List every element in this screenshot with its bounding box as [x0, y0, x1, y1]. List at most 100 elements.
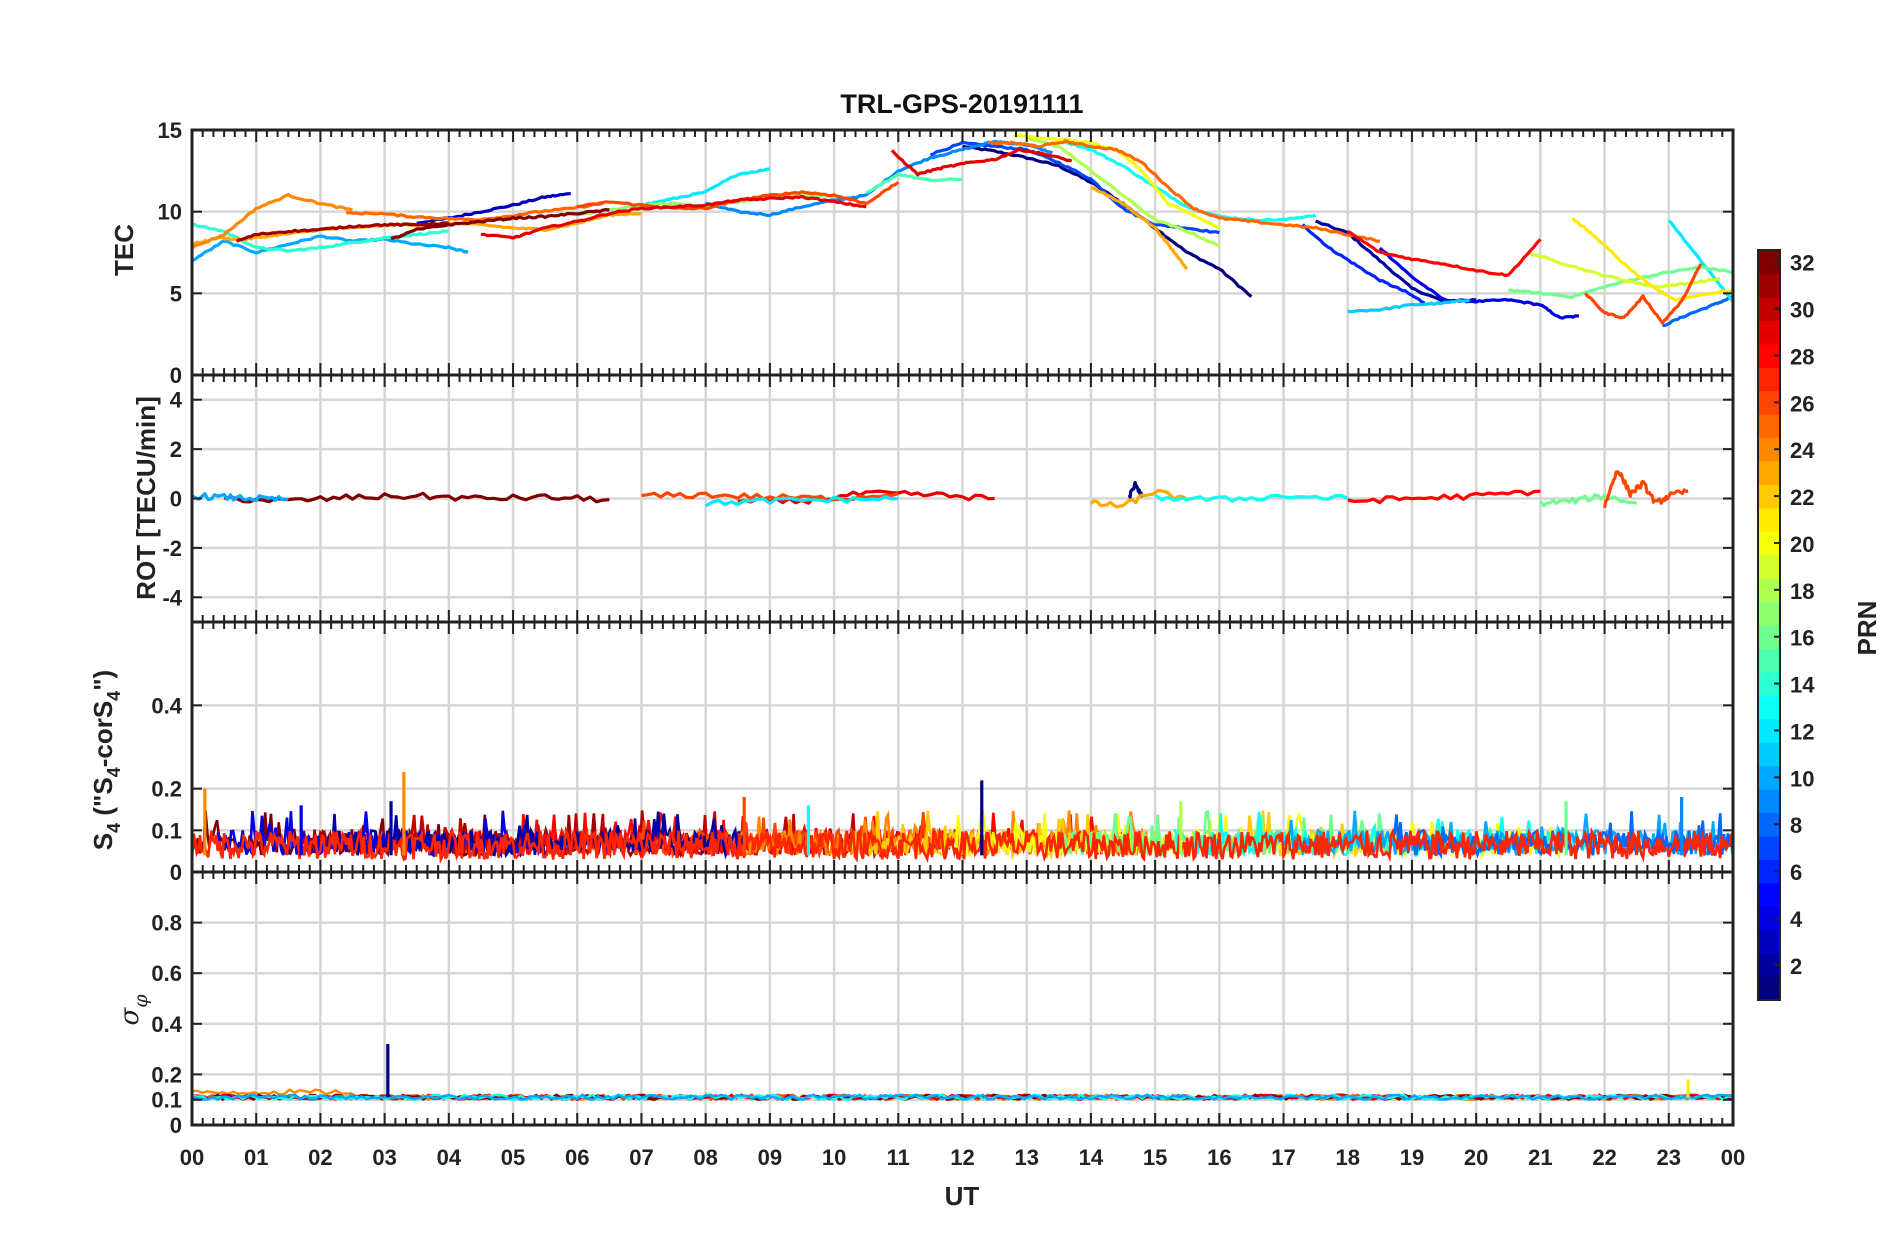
- x-tick-label: 19: [1400, 1145, 1424, 1170]
- tec-series-prn-25: [345, 201, 604, 222]
- rot-ylabel: ROT [TECU/min]: [131, 396, 161, 600]
- rot-series-prn-28: [1347, 489, 1541, 505]
- colorbar-cell: [1758, 976, 1780, 1001]
- colorbar-cell: [1758, 765, 1780, 790]
- x-tick-label: 11: [887, 1145, 910, 1170]
- colorbar-cell: [1758, 250, 1780, 274]
- x-tick-label: 00: [180, 1145, 204, 1170]
- colorbar-cell: [1758, 507, 1780, 532]
- x-axis-label: UT: [945, 1181, 980, 1211]
- tec-series-prn-18: [1026, 136, 1220, 248]
- colorbar-cell: [1758, 882, 1780, 907]
- tec-series-prn-23: [1090, 186, 1189, 271]
- x-tick-label: 18: [1336, 1145, 1360, 1170]
- colorbar-frame: [1757, 249, 1781, 1001]
- x-tick-label: 12: [950, 1145, 974, 1170]
- rot-series-prn-23: [1089, 488, 1189, 509]
- s4-y-tick-label: 0: [170, 860, 182, 885]
- colorbar-tick-label: 28: [1790, 344, 1814, 369]
- s4-series-prn-2: [325, 811, 745, 860]
- rot-series-prn-26: [1603, 470, 1689, 509]
- s4-y-tick-label: 0.4: [151, 693, 182, 718]
- rot-y-tick-label: 2: [170, 437, 182, 462]
- colorbar-tick-label: 4: [1790, 907, 1803, 932]
- colorbar-cell: [1758, 718, 1780, 743]
- x-tick-label: 20: [1464, 1145, 1488, 1170]
- rot-y-tick-label: -2: [162, 536, 182, 561]
- tec-series-prn-14: [191, 222, 449, 253]
- sigma-y-tick-label: 0.1: [151, 1088, 182, 1113]
- sigma-y-tick-label: 0.4: [151, 1012, 182, 1037]
- sigma-ylabel: σφ: [115, 994, 152, 1026]
- tec-series-prn-29: [480, 194, 867, 240]
- colorbar-cell: [1758, 414, 1780, 439]
- sigma-y-tick-label: 0.6: [151, 961, 182, 986]
- x-tick-label: 15: [1143, 1145, 1167, 1170]
- figure-title: TRL-GPS-20191111: [840, 89, 1083, 119]
- x-tick-label: 14: [1079, 1145, 1104, 1170]
- colorbar-tick-label: 18: [1790, 579, 1814, 604]
- colorbar-cell: [1758, 554, 1780, 579]
- colorbar-cell: [1758, 437, 1780, 462]
- colorbar-label: PRN: [1852, 601, 1882, 656]
- colorbar-tick-label: 14: [1790, 673, 1815, 698]
- rot-y-tick-label: 4: [170, 388, 183, 413]
- colorbar-cell: [1758, 789, 1780, 814]
- rot-series-prn-10: [191, 492, 289, 503]
- colorbar-cell: [1758, 859, 1780, 884]
- colorbar-cell: [1758, 296, 1780, 321]
- x-axis: 00 01 02 03 04 05 06 07 08 09 10 11 12 13 14 15 16 17 18 19…: [180, 1145, 1745, 1170]
- colorbar-tick-label: 16: [1790, 626, 1814, 651]
- colorbar-cell: [1758, 320, 1780, 345]
- s4-y-tick-label: 0.2: [151, 777, 182, 802]
- rot-y-tick-label: 0: [170, 487, 182, 512]
- colorbar-cell: [1758, 484, 1780, 509]
- colorbar-cell: [1758, 460, 1780, 485]
- tec-series-prn-4: [1378, 246, 1580, 320]
- x-tick-label: 10: [822, 1145, 846, 1170]
- panel-rot: -4 -2 0 2 4: [162, 373, 1735, 624]
- colorbar-cell: [1758, 625, 1780, 649]
- y-axis-labels: TEC ROT [TECU/min] S4 ("S4-corS4") σφ: [88, 224, 161, 1026]
- tec-y-tick-label: 0: [170, 363, 182, 388]
- tec-y-tick-label: 10: [158, 200, 182, 225]
- tec-series-prn-25: [987, 139, 1380, 243]
- colorbar-cell: [1758, 812, 1780, 837]
- x-tick-label: 17: [1271, 1145, 1295, 1170]
- tec-series-prn-6: [1301, 223, 1426, 305]
- x-tick-label: 01: [244, 1145, 268, 1170]
- rot-series-prn-13: [1154, 493, 1349, 503]
- colorbar-cell: [1758, 601, 1780, 626]
- tec-series-prn-15: [865, 172, 963, 195]
- tec-series-prn-16: [1508, 265, 1733, 299]
- tec-series-prn-10: [191, 234, 469, 262]
- colorbar-tick-label: 30: [1790, 298, 1814, 323]
- colorbar-tick-label: 12: [1790, 719, 1814, 744]
- colorbar-tick-label: 6: [1790, 860, 1802, 885]
- tec-y-tick-label: 5: [170, 281, 182, 306]
- tec-series-prn-31: [235, 221, 449, 243]
- tec-series-prn-19: [1526, 250, 1721, 289]
- rot-series-prn-29: [737, 489, 995, 505]
- x-tick-label: 13: [1014, 1145, 1038, 1170]
- panel-s4: 0 0.1 0.2 0.4: [151, 620, 1735, 885]
- s4-series-prn-16: [1063, 809, 1387, 858]
- colorbar-cell: [1758, 742, 1780, 767]
- tec-series-prn-29: [890, 148, 1073, 177]
- x-tick-label: 07: [629, 1145, 653, 1170]
- panel-sigma: 00.10.2 0.4 0.6 0.8: [151, 870, 1735, 1138]
- colorbar-cell: [1758, 648, 1780, 673]
- colorbar-cell: [1758, 578, 1780, 603]
- colorbar-cell: [1758, 906, 1780, 931]
- tec-series-prn-11: [1347, 298, 1471, 314]
- x-tick-label: 08: [693, 1145, 717, 1170]
- x-tick-label: 05: [501, 1145, 525, 1170]
- tec-series-prn-12: [641, 167, 770, 208]
- colorbar-tick-label: 20: [1790, 532, 1814, 557]
- x-tick-label: 03: [372, 1145, 396, 1170]
- colorbar-cell: [1758, 343, 1780, 368]
- x-tick-label: 06: [565, 1145, 589, 1170]
- tec-ylabel: TEC: [109, 224, 139, 276]
- colorbar-tick-label: 32: [1790, 251, 1814, 276]
